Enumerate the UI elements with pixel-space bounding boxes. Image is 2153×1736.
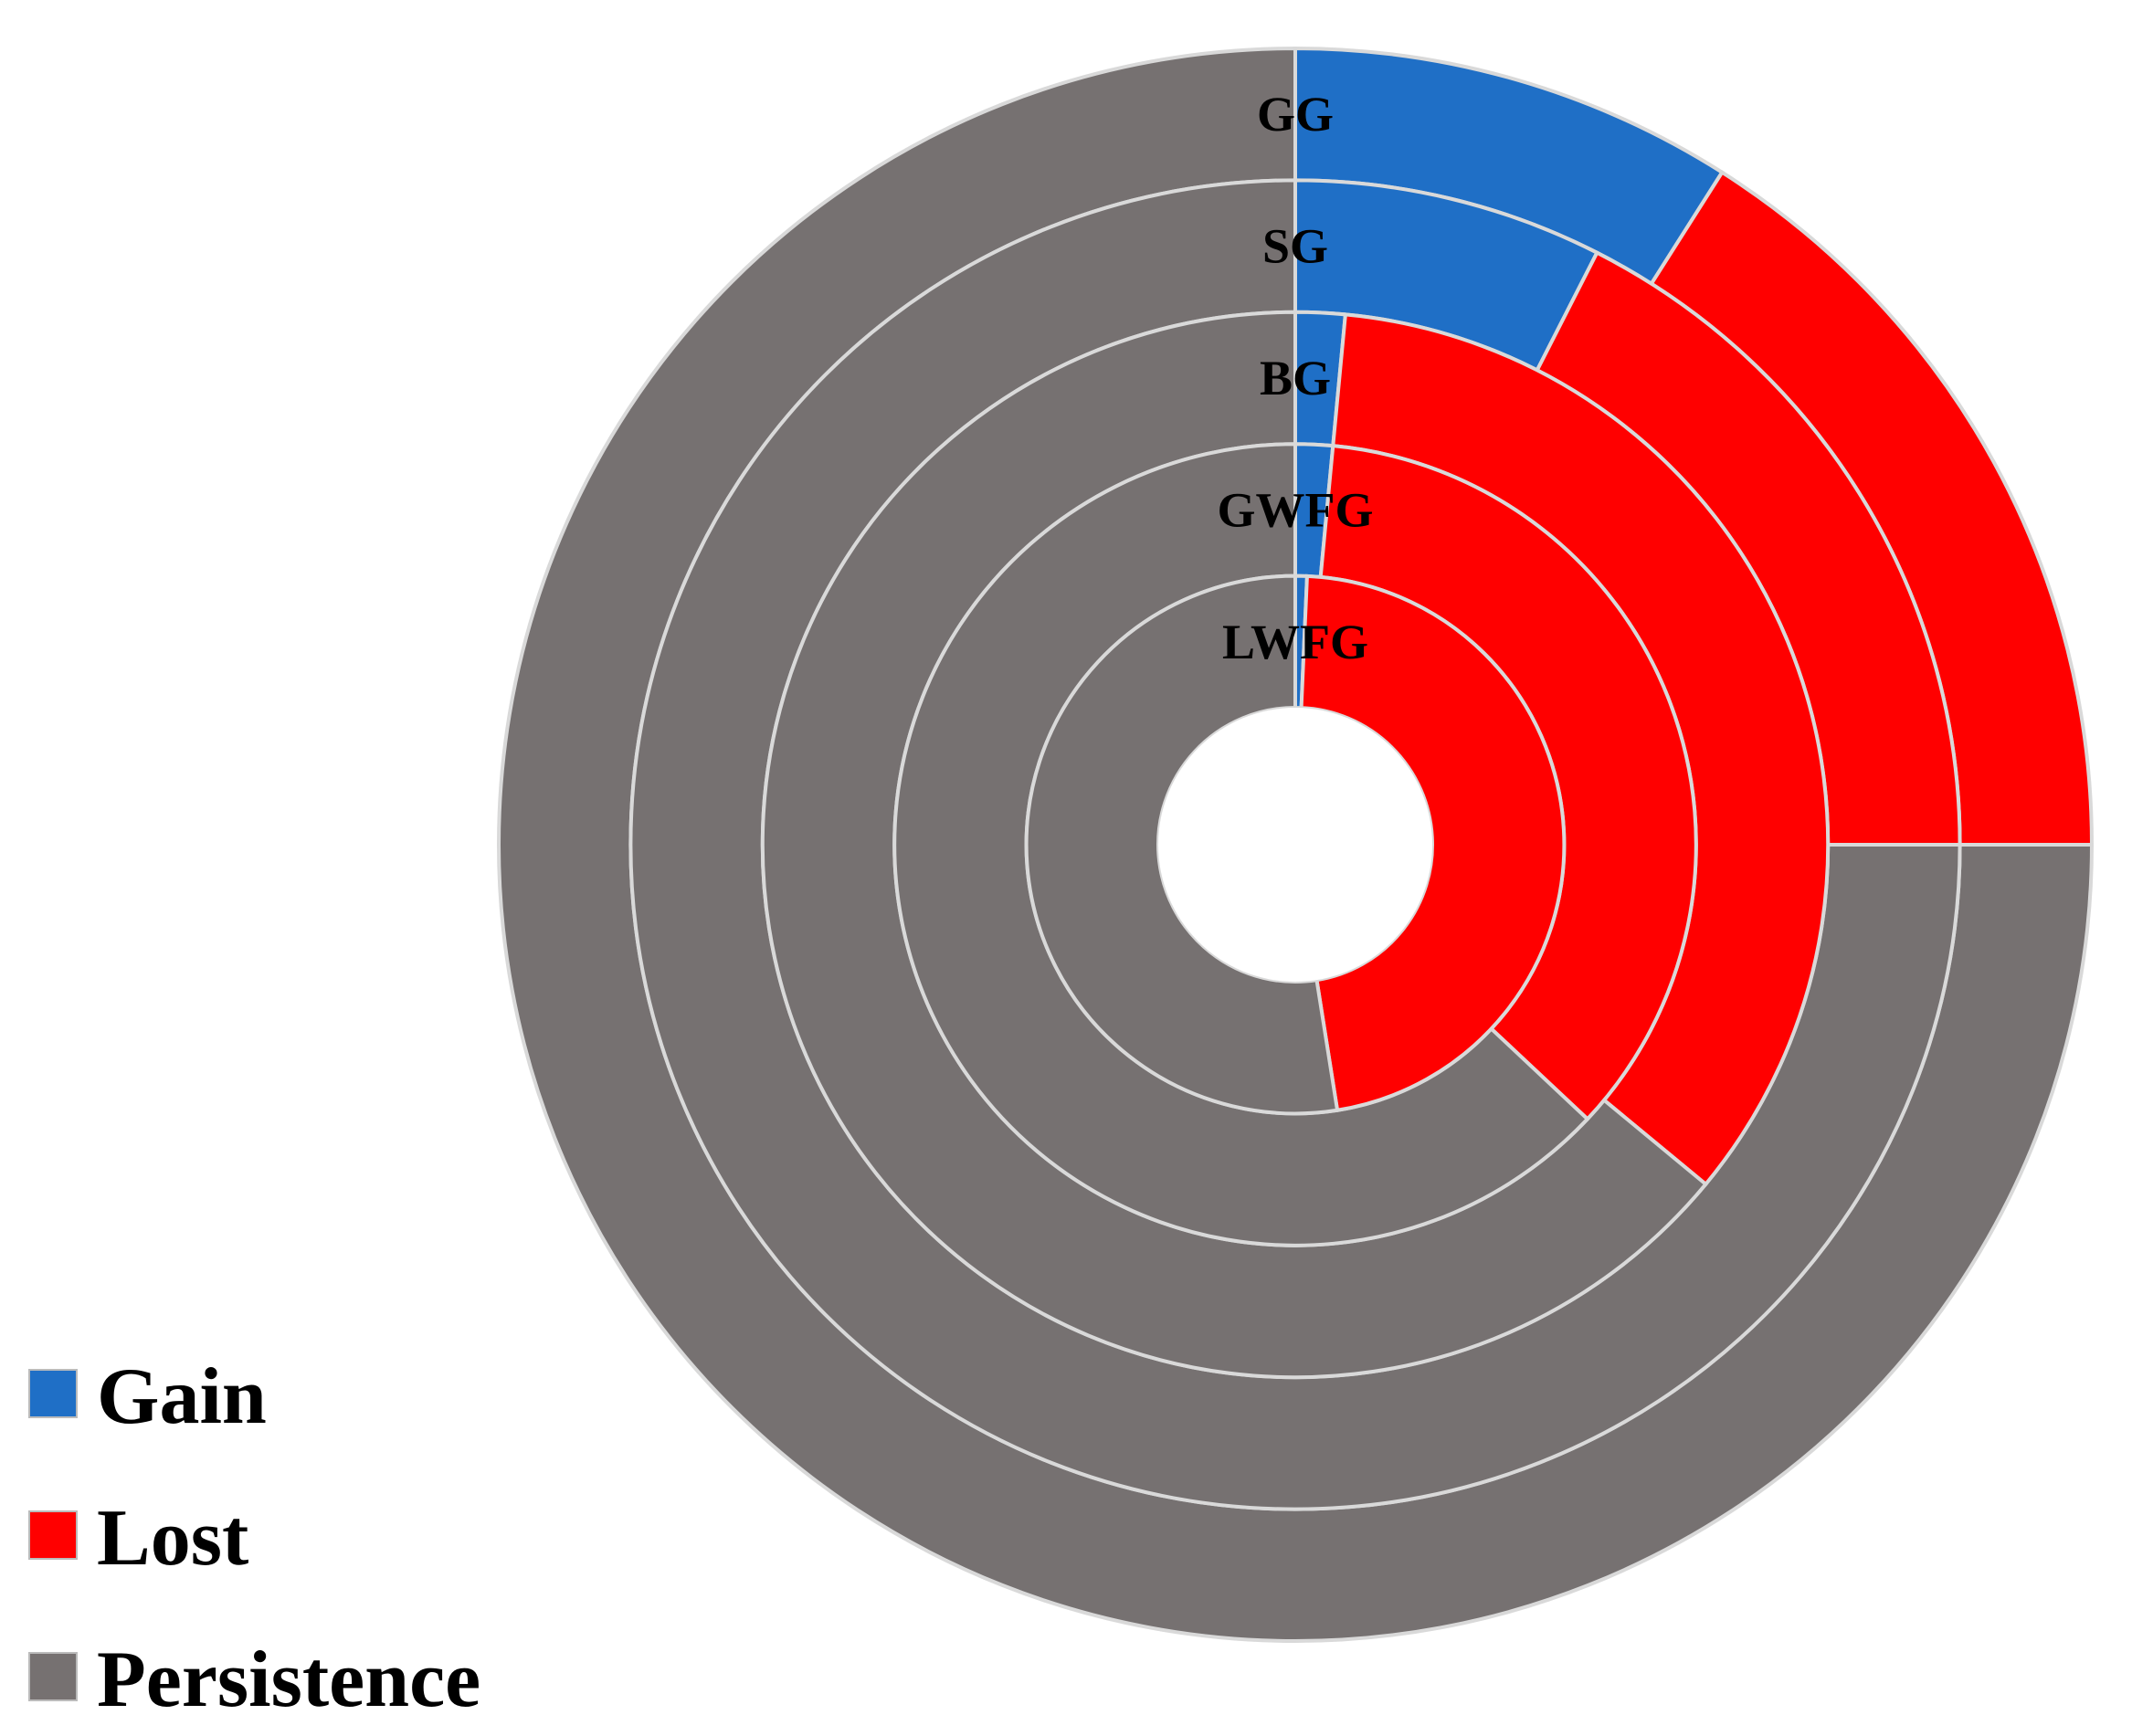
ring-label-gg: GG xyxy=(1257,87,1334,142)
legend-label-lost: Lost xyxy=(97,1494,248,1583)
legend-label-persistence: Persistence xyxy=(97,1636,480,1724)
legend: Gain Lost Persistence xyxy=(28,1352,480,1724)
ring-label-lwfg: LWFG xyxy=(1222,615,1368,669)
ring-label-sg: SG xyxy=(1262,219,1328,274)
legend-swatch-persistence xyxy=(28,1652,78,1701)
doughnut-hole xyxy=(1158,708,1432,982)
legend-label-gain: Gain xyxy=(97,1352,267,1441)
legend-swatch-gain xyxy=(28,1369,78,1418)
doughnut-rings xyxy=(497,46,2095,1643)
ring-label-gwfg: GWFG xyxy=(1218,482,1374,537)
ring-label-bg: BG xyxy=(1260,351,1331,405)
legend-swatch-lost xyxy=(28,1510,78,1560)
ring-labels: GG SG BG GWFG LWFG xyxy=(1218,87,1374,669)
